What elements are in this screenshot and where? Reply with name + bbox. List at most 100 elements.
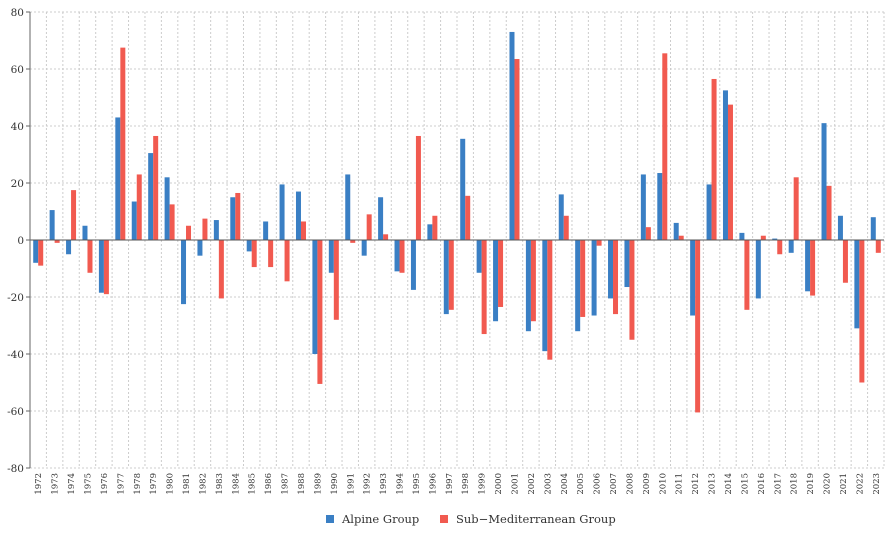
y-tick-label: 0: [17, 235, 24, 247]
y-tick-label: -40: [7, 349, 24, 361]
axes: -80 -60 -40 -20 0 20 40 60 80 1972 1973 1974 1975 197…: [7, 7, 884, 495]
bar-alpine-2022: [854, 240, 860, 329]
bar-alpine-1979: [148, 153, 154, 240]
bar-alpine-1972: [33, 240, 39, 263]
bar-sub-mediterranean-1976: [103, 240, 109, 295]
x-tick-label: 2021: [839, 473, 849, 495]
bar-sub-mediterranean-2020: [826, 185, 832, 240]
bar-alpine-2011: [673, 222, 679, 240]
bar-sub-mediterranean-2019: [810, 240, 816, 296]
x-tick-label: 2002: [527, 473, 537, 495]
legend-label: Sub−Mediterranean Group: [456, 512, 616, 526]
x-tick-label: 2013: [708, 473, 718, 495]
x-tick-label: 1973: [51, 473, 61, 495]
bar-alpine-2005: [575, 240, 581, 332]
bars: [33, 31, 881, 413]
x-tick-label: 2016: [757, 473, 767, 495]
bar-sub-mediterranean-1978: [136, 174, 142, 240]
x-tick-label: 1978: [133, 473, 143, 495]
x-tick-label: 2017: [773, 473, 783, 495]
bar-alpine-2018: [788, 240, 794, 253]
bar-sub-mediterranean-1983: [218, 240, 224, 299]
bar-sub-mediterranean-1991: [350, 240, 356, 243]
bar-alpine-2016: [755, 240, 761, 299]
x-tick-label: 2006: [593, 473, 603, 495]
bar-alpine-1989: [312, 240, 318, 354]
legend-label: Alpine Group: [341, 512, 419, 526]
bar-sub-mediterranean-2008: [629, 240, 635, 340]
bar-alpine-1977: [115, 117, 121, 240]
bar-alpine-2007: [608, 240, 614, 299]
bar-alpine-1994: [394, 240, 400, 272]
x-tick-label: 1979: [149, 473, 159, 495]
bar-sub-mediterranean-1981: [186, 225, 192, 240]
bar-alpine-1978: [131, 201, 137, 240]
bar-sub-mediterranean-2000: [498, 240, 504, 307]
x-tick-label: 1977: [116, 473, 126, 495]
x-tick-label: 2020: [823, 473, 833, 495]
bar-alpine-1973: [49, 210, 55, 240]
x-tick-label: 1990: [330, 473, 340, 495]
bar-alpine-2009: [640, 174, 646, 240]
bar-sub-mediterranean-2002: [530, 240, 536, 322]
x-tick-label: 2000: [494, 473, 504, 495]
bar-alpine-2003: [542, 240, 548, 352]
bar-alpine-2010: [657, 173, 663, 240]
bar-alpine-1986: [263, 221, 269, 240]
bar-sub-mediterranean-1979: [153, 135, 159, 240]
bar-sub-mediterranean-1997: [448, 240, 454, 310]
bar-sub-mediterranean-2021: [842, 240, 848, 283]
x-tick-label: 1994: [396, 473, 406, 495]
bar-alpine-2023: [870, 217, 876, 240]
bar-alpine-1996: [427, 224, 433, 240]
x-tick-label: 2007: [609, 473, 619, 495]
bar-alpine-1975: [82, 225, 88, 240]
bar-sub-mediterranean-1972: [38, 240, 44, 266]
bar-sub-mediterranean-1996: [432, 215, 438, 240]
bar-sub-mediterranean-1985: [251, 240, 257, 268]
bar-sub-mediterranean-1999: [481, 240, 487, 335]
bar-sub-mediterranean-2010: [662, 53, 668, 241]
x-tick-label: 2008: [625, 473, 635, 495]
bar-sub-mediterranean-2023: [875, 240, 881, 253]
bar-alpine-1990: [328, 240, 334, 273]
bar-alpine-2015: [739, 232, 745, 240]
x-tick-label: 2012: [691, 473, 701, 495]
bar-alpine-1997: [443, 240, 449, 315]
x-tick-label: 1996: [428, 473, 438, 495]
x-tick-label: 2023: [872, 473, 882, 495]
bar-alpine-1987: [279, 184, 285, 240]
bar-alpine-1983: [213, 220, 219, 240]
x-tick-label: 1982: [198, 473, 208, 495]
x-tick-label: 2014: [724, 473, 734, 495]
x-tick-label: 2022: [855, 473, 865, 495]
x-tick-label: 2015: [740, 473, 750, 495]
bar-alpine-1981: [181, 240, 187, 305]
bar-sub-mediterranean-2014: [727, 104, 733, 240]
bar-alpine-2014: [722, 90, 728, 240]
bar-alpine-1999: [476, 240, 482, 273]
bar-alpine-1974: [66, 240, 72, 255]
bar-sub-mediterranean-2004: [563, 215, 569, 240]
x-tick-label: 1980: [166, 473, 176, 495]
bar-sub-mediterranean-2022: [859, 240, 865, 383]
bar-alpine-2006: [591, 240, 597, 316]
x-tick-label: 1984: [231, 473, 241, 495]
x-tick-label: 1997: [445, 473, 455, 495]
bar-sub-mediterranean-1973: [54, 240, 60, 243]
bar-alpine-2000: [493, 240, 499, 322]
y-tick-label: -80: [7, 463, 24, 475]
x-tick-label: 2003: [543, 473, 553, 495]
x-tick-label: 1991: [346, 473, 356, 495]
y-tick-label: 20: [11, 178, 24, 190]
x-tick-label: 1988: [297, 473, 307, 495]
legend: Alpine Group Sub−Mediterranean Group: [326, 512, 616, 526]
bar-sub-mediterranean-2009: [645, 227, 651, 240]
bar-sub-mediterranean-2015: [744, 240, 750, 310]
bar-sub-mediterranean-1998: [465, 195, 471, 240]
x-tick-label: 1986: [264, 473, 274, 495]
bar-alpine-1988: [295, 191, 301, 240]
x-tick-label: 1999: [478, 473, 488, 495]
bar-alpine-2012: [690, 240, 696, 316]
x-tick-label: 2001: [510, 473, 520, 495]
